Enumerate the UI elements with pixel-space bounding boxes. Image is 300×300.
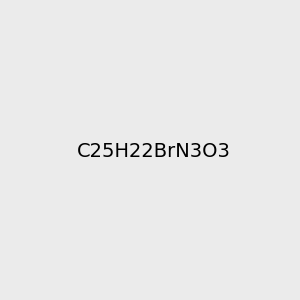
Text: C25H22BrN3O3: C25H22BrN3O3 xyxy=(77,142,231,161)
